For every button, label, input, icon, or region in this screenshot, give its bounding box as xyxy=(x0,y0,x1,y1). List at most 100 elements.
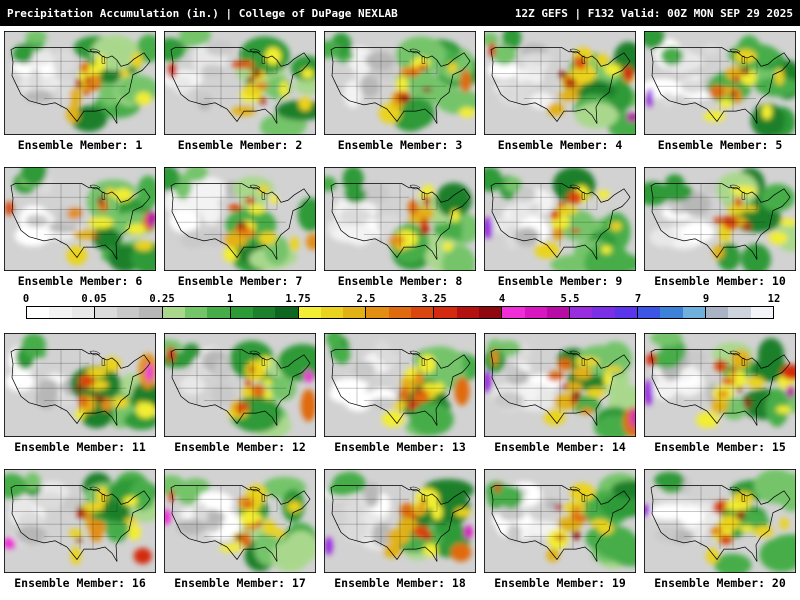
precip-map-svg xyxy=(484,469,636,573)
ensemble-panel: Ensemble Member: 5 xyxy=(644,31,796,153)
precip-map-member-7[interactable] xyxy=(164,167,316,271)
ensemble-panel: Ensemble Member: 16 xyxy=(4,469,156,591)
colorbar-tick-label: 9 xyxy=(702,293,710,305)
precip-map-svg xyxy=(644,333,796,437)
colorbar-segment xyxy=(252,307,276,318)
title-bar: Precipitation Accumulation (in.) | Colle… xyxy=(0,0,800,26)
colorbar-segment xyxy=(229,307,253,318)
precip-map-member-9[interactable] xyxy=(484,167,636,271)
colorbar-segment xyxy=(320,307,344,318)
ensemble-member-label: Ensemble Member: 3 xyxy=(337,138,463,152)
ensemble-panel: Ensemble Member: 6 xyxy=(4,167,156,289)
ensemble-panel: Ensemble Member: 8 xyxy=(324,167,476,289)
colorbar-segment xyxy=(365,307,389,318)
colorbar-segment xyxy=(411,307,434,318)
precip-map-member-6[interactable] xyxy=(4,167,156,271)
ensemble-panel: Ensemble Member: 20 xyxy=(644,469,796,591)
colorbar-segment xyxy=(297,307,321,318)
colorbar-segment xyxy=(682,307,705,318)
precip-map-member-11[interactable] xyxy=(4,333,156,437)
ensemble-panel: Ensemble Member: 13 xyxy=(324,333,476,455)
ensemble-panel: Ensemble Member: 7 xyxy=(164,167,316,289)
ensemble-row-3: Ensemble Member: 11 Ensemble Member: 12 En… xyxy=(0,333,800,455)
colorbar-tick-label: 0 xyxy=(22,293,30,305)
precip-map-member-17[interactable] xyxy=(164,469,316,573)
ensemble-member-label: Ensemble Member: 6 xyxy=(17,274,143,288)
precip-map-member-16[interactable] xyxy=(4,469,156,573)
precip-map-member-5[interactable] xyxy=(644,31,796,135)
colorbar-tick-label: 0.05 xyxy=(81,293,107,305)
colorbar-segment xyxy=(592,307,615,318)
ensemble-row-2: Ensemble Member: 6 Ensemble Member: 7 Ense… xyxy=(0,167,800,289)
colorbar-segment xyxy=(185,307,208,318)
precip-map-svg xyxy=(4,333,156,437)
precip-map-member-13[interactable] xyxy=(324,333,476,437)
ensemble-panel: Ensemble Member: 3 xyxy=(324,31,476,153)
ensemble-panel: Ensemble Member: 11 xyxy=(4,333,156,455)
state-boundaries xyxy=(4,167,156,271)
colorbar-segment xyxy=(139,307,162,318)
state-boundaries xyxy=(644,469,796,573)
ensemble-member-label: Ensemble Member: 7 xyxy=(177,274,303,288)
precip-map-member-14[interactable] xyxy=(484,333,636,437)
state-boundaries xyxy=(484,333,636,437)
precip-map-svg xyxy=(164,31,316,135)
colorbar-segment xyxy=(71,307,94,318)
ensemble-panel: Ensemble Member: 17 xyxy=(164,469,316,591)
colorbar-gradient xyxy=(26,306,774,319)
colorbar-segment xyxy=(207,307,230,318)
ensemble-member-label: Ensemble Member: 1 xyxy=(17,138,143,152)
colorbar-tick-label: 1.75 xyxy=(285,293,311,305)
precip-map-member-15[interactable] xyxy=(644,333,796,437)
colorbar-segment xyxy=(388,307,412,318)
ensemble-panel: Ensemble Member: 4 xyxy=(484,31,636,153)
ensemble-panel: Ensemble Member: 15 xyxy=(644,333,796,455)
state-boundaries xyxy=(4,333,156,437)
precip-map-member-18[interactable] xyxy=(324,469,476,573)
precip-map-svg xyxy=(164,333,316,437)
colorbar-tick-label: 3.25 xyxy=(421,293,447,305)
state-boundaries xyxy=(324,469,476,573)
precip-map-svg xyxy=(164,167,316,271)
state-boundaries xyxy=(644,31,796,135)
ensemble-panel: Ensemble Member: 18 xyxy=(324,469,476,591)
precip-map-svg xyxy=(484,31,636,135)
ensemble-member-label: Ensemble Member: 10 xyxy=(654,274,786,288)
precip-map-svg xyxy=(324,31,476,135)
precip-map-member-19[interactable] xyxy=(484,469,636,573)
colorbar-segment xyxy=(546,307,570,318)
colorbar-segment xyxy=(637,307,661,318)
ensemble-panel: Ensemble Member: 9 xyxy=(484,167,636,289)
precip-map-member-12[interactable] xyxy=(164,333,316,437)
precip-map-svg xyxy=(324,333,476,437)
colorbar-segment xyxy=(614,307,638,318)
colorbar-segment xyxy=(117,307,140,318)
colorbar-tick-label: 4 xyxy=(498,293,506,305)
ensemble-member-label: Ensemble Member: 19 xyxy=(494,576,626,590)
state-boundaries xyxy=(484,167,636,271)
state-boundaries xyxy=(644,333,796,437)
precip-map-member-10[interactable] xyxy=(644,167,796,271)
state-boundaries xyxy=(324,31,476,135)
colorbar-segment xyxy=(343,307,366,318)
precip-map-svg xyxy=(644,31,796,135)
state-boundaries xyxy=(324,167,476,271)
precip-map-svg xyxy=(4,167,156,271)
state-boundaries xyxy=(644,167,796,271)
colorbar-segment xyxy=(161,307,186,318)
colorbar-segment xyxy=(501,307,525,318)
precip-map-member-1[interactable] xyxy=(4,31,156,135)
precip-map-member-8[interactable] xyxy=(324,167,476,271)
precip-map-member-3[interactable] xyxy=(324,31,476,135)
precip-map-member-2[interactable] xyxy=(164,31,316,135)
precip-map-member-4[interactable] xyxy=(484,31,636,135)
colorbar-segment xyxy=(750,307,773,318)
precip-map-svg xyxy=(644,469,796,573)
colorbar-segment xyxy=(93,307,118,318)
model-run-info: 12Z GEFS | F132 Valid: 00Z MON SEP 29 20… xyxy=(514,6,793,20)
colorbar-segment xyxy=(704,307,729,318)
precip-map-member-20[interactable] xyxy=(644,469,796,573)
precip-map-svg xyxy=(484,333,636,437)
ensemble-member-label: Ensemble Member: 11 xyxy=(14,440,146,454)
ensemble-member-label: Ensemble Member: 9 xyxy=(497,274,623,288)
